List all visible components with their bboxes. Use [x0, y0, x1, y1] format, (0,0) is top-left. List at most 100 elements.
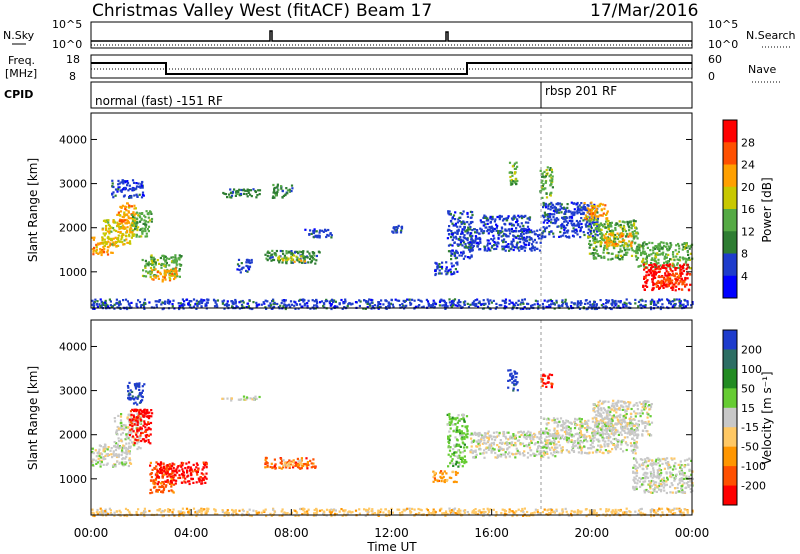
heatmap-cell	[630, 242, 633, 245]
heatmap-cell	[658, 286, 661, 289]
heatmap-cell	[178, 474, 181, 477]
heatmap-cell	[132, 436, 135, 439]
heatmap-cell	[483, 247, 486, 250]
heatmap-cell	[472, 456, 476, 459]
heatmap-cell	[490, 225, 493, 228]
heatmap-cell	[147, 439, 150, 442]
heatmap-cell	[276, 183, 279, 186]
heatmap-cell	[94, 298, 97, 301]
heatmap-cell	[501, 230, 504, 233]
heatmap-cell	[194, 470, 198, 473]
heatmap-cell	[140, 439, 143, 443]
heatmap-cell	[116, 221, 119, 224]
heatmap-cell	[302, 463, 305, 466]
heatmap-cell	[281, 190, 284, 193]
heatmap-cell	[547, 207, 550, 210]
heatmap-cell	[558, 202, 562, 205]
heatmap-cell	[470, 238, 473, 241]
heatmap-cell	[572, 214, 575, 217]
heatmap-cell	[596, 204, 599, 207]
heatmap-cell	[612, 306, 616, 309]
heatmap-cell	[175, 260, 178, 263]
heatmap-cell	[105, 305, 108, 308]
heatmap-cell	[107, 446, 110, 449]
heatmap-cell	[496, 224, 499, 228]
heatmap-cell	[661, 246, 664, 249]
heatmap-cell	[133, 219, 136, 222]
heatmap-cell	[525, 232, 528, 235]
heatmap-cell	[586, 204, 589, 207]
heatmap-cell	[140, 304, 143, 307]
heatmap-cell	[502, 232, 506, 236]
heatmap-cell	[195, 462, 198, 465]
heatmap-cell	[455, 256, 459, 259]
heatmap-cell	[133, 216, 136, 219]
heatmap-cell	[120, 189, 123, 192]
colorbar-swatch	[723, 253, 737, 277]
heatmap-cell	[539, 436, 542, 439]
heatmap-cell	[660, 298, 664, 301]
heatmap-cell	[589, 230, 592, 233]
heatmap-cell	[149, 464, 152, 467]
heatmap-cell	[125, 446, 128, 450]
heatmap-cell	[578, 204, 581, 207]
heatmap-cell	[689, 267, 692, 270]
heatmap-cell	[578, 301, 581, 305]
heatmap-cell	[517, 299, 520, 302]
heatmap-cell	[241, 305, 244, 308]
heatmap-cell	[543, 219, 546, 222]
heatmap-cell	[492, 234, 495, 237]
heatmap-cell	[249, 261, 252, 265]
heatmap-cell	[650, 263, 653, 267]
heatmap-cell	[294, 307, 297, 310]
heatmap-cell	[614, 228, 617, 231]
nsearch-label: N.Search	[746, 29, 796, 42]
heatmap-cell	[434, 272, 437, 275]
heatmap-cell	[527, 243, 530, 246]
heatmap-cell	[671, 270, 674, 273]
heatmap-cell	[547, 456, 550, 459]
heatmap-cell	[479, 219, 482, 222]
heatmap-cell	[114, 448, 118, 452]
heatmap-cell	[458, 429, 461, 432]
heatmap-cell	[488, 447, 491, 450]
heatmap-cell	[651, 278, 654, 281]
heatmap-cell	[271, 466, 274, 469]
heatmap-cell	[622, 233, 625, 236]
heatmap-cell	[528, 446, 532, 449]
heatmap-cell	[456, 251, 459, 255]
heatmap-cell	[471, 451, 474, 455]
heatmap-cell	[485, 226, 488, 229]
heatmap-cell	[285, 258, 288, 261]
heatmap-cell	[536, 436, 539, 439]
heatmap-cell	[134, 419, 137, 422]
heatmap-cell	[150, 271, 153, 274]
heatmap-cell	[479, 227, 482, 230]
heatmap-cell	[471, 234, 474, 238]
heatmap-cell	[595, 304, 598, 307]
heatmap-cell	[123, 213, 126, 216]
heatmap-cell	[455, 429, 458, 432]
heatmap-cell	[143, 408, 146, 411]
heatmap-cell	[477, 435, 480, 438]
heatmap-cell	[111, 179, 114, 182]
heatmap-cell	[125, 222, 128, 225]
heatmap-cell	[641, 246, 644, 249]
heatmap-cell	[492, 431, 496, 434]
heatmap-cell	[126, 229, 129, 232]
heatmap-cell	[512, 234, 515, 237]
heatmap-cell	[519, 453, 522, 456]
heatmap-cell	[108, 237, 112, 240]
heatmap-cell	[287, 257, 290, 260]
heatmap-cell	[130, 428, 133, 431]
heatmap-cell	[245, 269, 248, 272]
heatmap-cell	[673, 274, 676, 277]
heatmap-cell	[462, 220, 465, 223]
heatmap-cell	[462, 417, 465, 420]
heatmap-cell	[495, 229, 498, 232]
heatmap-cell	[487, 247, 490, 250]
heatmap-cell	[394, 298, 397, 301]
heatmap-cell	[544, 175, 547, 178]
heatmap-cell	[592, 219, 595, 222]
heatmap-cell	[459, 243, 462, 246]
